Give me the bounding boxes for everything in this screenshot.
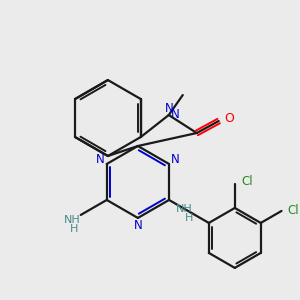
Text: H: H	[184, 213, 193, 223]
Text: Cl: Cl	[288, 204, 299, 218]
Text: N: N	[164, 101, 173, 115]
Text: H: H	[70, 224, 78, 234]
Text: N: N	[96, 154, 105, 166]
Text: Cl: Cl	[241, 176, 253, 188]
Text: N: N	[171, 107, 179, 121]
Text: NH: NH	[64, 215, 80, 225]
Text: NH: NH	[176, 204, 193, 214]
Text: N: N	[134, 219, 142, 232]
Text: N: N	[171, 154, 179, 166]
Text: O: O	[224, 112, 234, 124]
